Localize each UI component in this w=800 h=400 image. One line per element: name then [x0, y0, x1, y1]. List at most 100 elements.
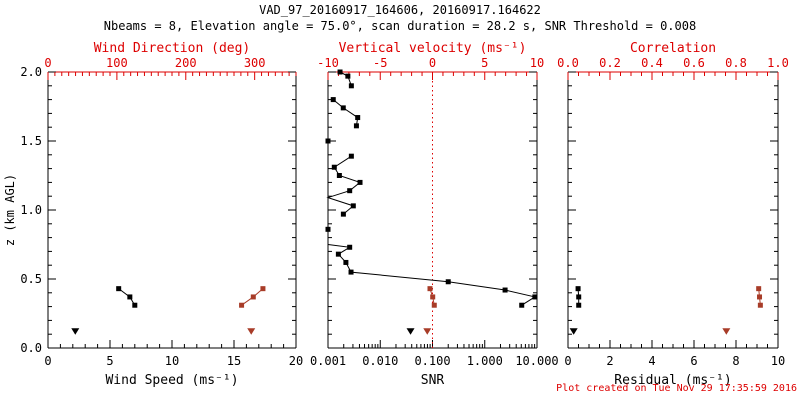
svg-text:0: 0	[564, 354, 571, 368]
svg-text:Vertical velocity (ms⁻¹): Vertical velocity (ms⁻¹)	[339, 41, 527, 56]
series-vertical-velocity-lowgate	[423, 328, 432, 335]
svg-text:200: 200	[175, 56, 197, 70]
series-snr-profile-lower	[327, 244, 538, 308]
marker-square	[576, 302, 582, 308]
series-correlation-lowgate	[722, 328, 731, 335]
series-wind-direction-lowgate	[247, 328, 256, 335]
y-axis-wind: 0.0 0.5 1.0 1.5 2.0 z (km AGL)	[3, 65, 296, 355]
svg-text:z (km AGL): z (km AGL)	[3, 174, 17, 246]
svg-text:0.100: 0.100	[414, 354, 450, 368]
x-axis-top-residual: 0.0 0.2 0.4 0.6 0.8 1.0 Correlation	[557, 41, 789, 80]
svg-text:10.000: 10.000	[515, 354, 558, 368]
marker-triangle-down	[722, 328, 731, 335]
panel-wind: 0.0 0.5 1.0 1.5 2.0 z (km AGL) 0 5 10 15 20 Wind Sp…	[3, 41, 303, 388]
svg-text:5: 5	[481, 56, 488, 70]
svg-text:20: 20	[289, 354, 303, 368]
marker-square	[325, 226, 331, 232]
marker-square	[348, 269, 354, 275]
marker-square	[260, 286, 266, 292]
marker-triangle-down	[423, 328, 432, 335]
marker-square	[576, 294, 582, 300]
plot-created-timestamp: Plot created on Tue Nov 29 17:35:59 2016	[556, 383, 797, 394]
svg-text:-5: -5	[373, 56, 387, 70]
svg-text:10: 10	[530, 56, 544, 70]
svg-text:6: 6	[690, 354, 697, 368]
svg-text:100: 100	[106, 56, 128, 70]
svg-text:SNR: SNR	[421, 373, 445, 388]
series-snr-lowgate	[406, 328, 415, 335]
panel-residual: 0 2 4 6 8 10 Residual (ms⁻¹) 0.0 0.2 0.4 0.6 0.8 1.0…	[557, 41, 789, 388]
marker-square	[350, 203, 356, 209]
marker-square	[330, 97, 336, 103]
marker-square	[756, 286, 762, 292]
svg-text:1.0: 1.0	[20, 203, 42, 217]
marker-triangle-down	[569, 328, 578, 335]
series-snr-profile-upper	[337, 69, 354, 89]
marker-square	[331, 164, 337, 170]
series-wind-direction-profile	[239, 286, 266, 308]
marker-square	[340, 105, 346, 111]
marker-square	[431, 302, 437, 308]
x-axis-bottom-residual: 0 2 4 6 8 10 Residual (ms⁻¹)	[564, 340, 785, 388]
svg-text:0.8: 0.8	[725, 56, 747, 70]
svg-text:Wind Direction (deg): Wind Direction (deg)	[94, 41, 251, 56]
marker-triangle-down	[247, 328, 256, 335]
svg-text:1.000: 1.000	[467, 354, 503, 368]
svg-text:300: 300	[244, 56, 266, 70]
x-axis-bottom-snr: 0.001 0.010 0.100 1.000 10.000 SNR	[310, 340, 559, 388]
marker-square	[337, 69, 343, 75]
marker-square	[347, 188, 353, 194]
marker-square	[757, 294, 763, 300]
marker-square	[343, 259, 349, 265]
marker-square	[445, 279, 451, 285]
marker-square	[575, 286, 581, 292]
marker-square	[250, 294, 256, 300]
series-snr-profile-2	[330, 97, 361, 129]
marker-square	[347, 244, 353, 250]
panel-frame	[567, 71, 779, 349]
panel-frame	[47, 71, 297, 349]
panel-snr: 0.001 0.010 0.100 1.000 10.000 SNR -10 -5 0 5 10Ve…	[310, 41, 559, 388]
series-wind-speed-profile	[116, 286, 138, 308]
plot-subtitle: Nbeams = 8, Elevation angle = 75.0°, sca…	[103, 19, 697, 33]
marker-square	[519, 302, 525, 308]
svg-text:Residual (ms⁻¹): Residual (ms⁻¹)	[614, 373, 731, 388]
marker-square	[132, 302, 138, 308]
svg-text:15: 15	[227, 354, 241, 368]
svg-text:1.5: 1.5	[20, 134, 42, 148]
svg-text:0.6: 0.6	[683, 56, 705, 70]
svg-text:0.001: 0.001	[310, 354, 346, 368]
marker-square	[357, 179, 363, 185]
svg-text:0.0: 0.0	[557, 56, 579, 70]
marker-square	[340, 211, 346, 217]
svg-text:10: 10	[771, 354, 785, 368]
svg-text:8: 8	[732, 354, 739, 368]
series-correlation-profile	[756, 286, 763, 308]
marker-square	[336, 173, 342, 178]
svg-text:0.0: 0.0	[20, 341, 42, 355]
marker-triangle-down	[71, 328, 80, 335]
x-axis-bottom-wind: 0 5 10 15 20 Wind Speed (ms⁻¹)	[44, 340, 303, 388]
marker-square	[335, 251, 341, 257]
series-snr-profile-3	[326, 153, 363, 217]
marker-square	[348, 153, 354, 159]
marker-square	[348, 83, 354, 89]
marker-square	[757, 302, 763, 308]
plot-title: VAD_97_20160917_164606, 20160917.164622	[259, 3, 541, 17]
series-residual-lowgate	[569, 328, 578, 335]
svg-text:5: 5	[106, 354, 113, 368]
y-axis-residual	[568, 71, 778, 349]
svg-text:0.4: 0.4	[641, 56, 663, 70]
series-vertical-velocity-profile	[427, 286, 437, 308]
svg-text:2: 2	[606, 354, 613, 368]
svg-text:-10: -10	[317, 56, 339, 70]
svg-text:10: 10	[165, 354, 179, 368]
svg-text:2.0: 2.0	[20, 65, 42, 79]
svg-text:0: 0	[44, 56, 51, 70]
marker-square	[532, 294, 538, 300]
svg-text:Wind Speed (ms⁻¹): Wind Speed (ms⁻¹)	[105, 373, 238, 388]
